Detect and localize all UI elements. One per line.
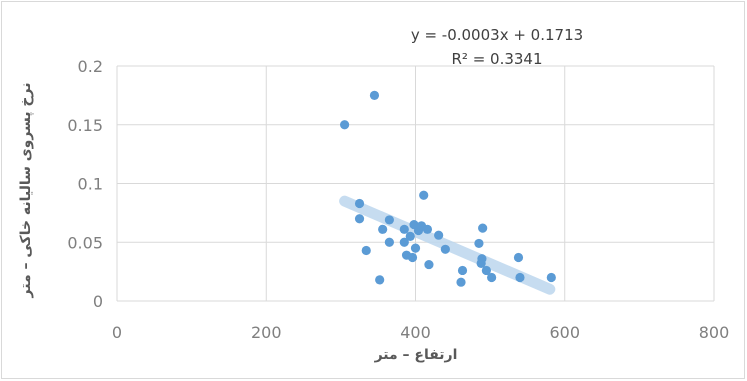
- y-tick-label: 0: [93, 292, 103, 311]
- data-point: [456, 277, 466, 287]
- data-point: [354, 198, 365, 209]
- data-point: [457, 265, 468, 276]
- data-point: [399, 237, 409, 247]
- x-tick-label: 200: [251, 323, 282, 342]
- data-point: [474, 238, 484, 249]
- x-tick-label: 400: [400, 323, 431, 342]
- x-tick-label: 600: [549, 323, 580, 342]
- data-point: [515, 272, 525, 283]
- data-point: [481, 265, 491, 276]
- y-axis-label: نرخ پسروی سالیانه خاکی – متر: [18, 83, 34, 299]
- y-tick-label: 0.15: [67, 116, 103, 135]
- data-point: [477, 254, 487, 264]
- trendline-equation: y = -0.0003x + 0.1713: [411, 26, 583, 44]
- data-point: [434, 230, 444, 240]
- data-point: [410, 243, 421, 253]
- data-point: [546, 272, 556, 283]
- gridlines: [116, 65, 715, 302]
- data-point: [419, 190, 429, 200]
- y-tick-label: 0.1: [78, 175, 103, 194]
- data-points: [340, 90, 556, 287]
- data-point: [340, 120, 350, 130]
- x-tick-label: 800: [699, 323, 730, 342]
- data-point: [424, 259, 434, 270]
- y-tick-label: 0.05: [67, 233, 103, 252]
- data-point: [513, 252, 524, 263]
- data-point: [478, 223, 488, 233]
- x-axis-label: ارتفاع – متر: [374, 347, 458, 363]
- data-point: [407, 252, 418, 263]
- x-tick-label: 0: [112, 323, 122, 342]
- trendline-r-squared: R² = 0.3341: [451, 50, 542, 68]
- data-point: [422, 224, 433, 234]
- tick-labels: 0 0.05 0.1 0.15 0.2 0 200 400 600 800: [67, 57, 729, 342]
- data-point: [378, 224, 388, 234]
- data-point: [384, 215, 394, 225]
- data-point: [384, 237, 394, 247]
- data-point: [354, 214, 365, 224]
- data-point: [361, 245, 371, 256]
- data-point: [440, 244, 450, 254]
- data-point: [369, 90, 380, 100]
- data-point: [487, 272, 497, 283]
- data-point: [405, 231, 415, 241]
- data-point: [399, 224, 409, 234]
- data-point: [375, 275, 385, 285]
- y-tick-label: 0.2: [78, 57, 103, 76]
